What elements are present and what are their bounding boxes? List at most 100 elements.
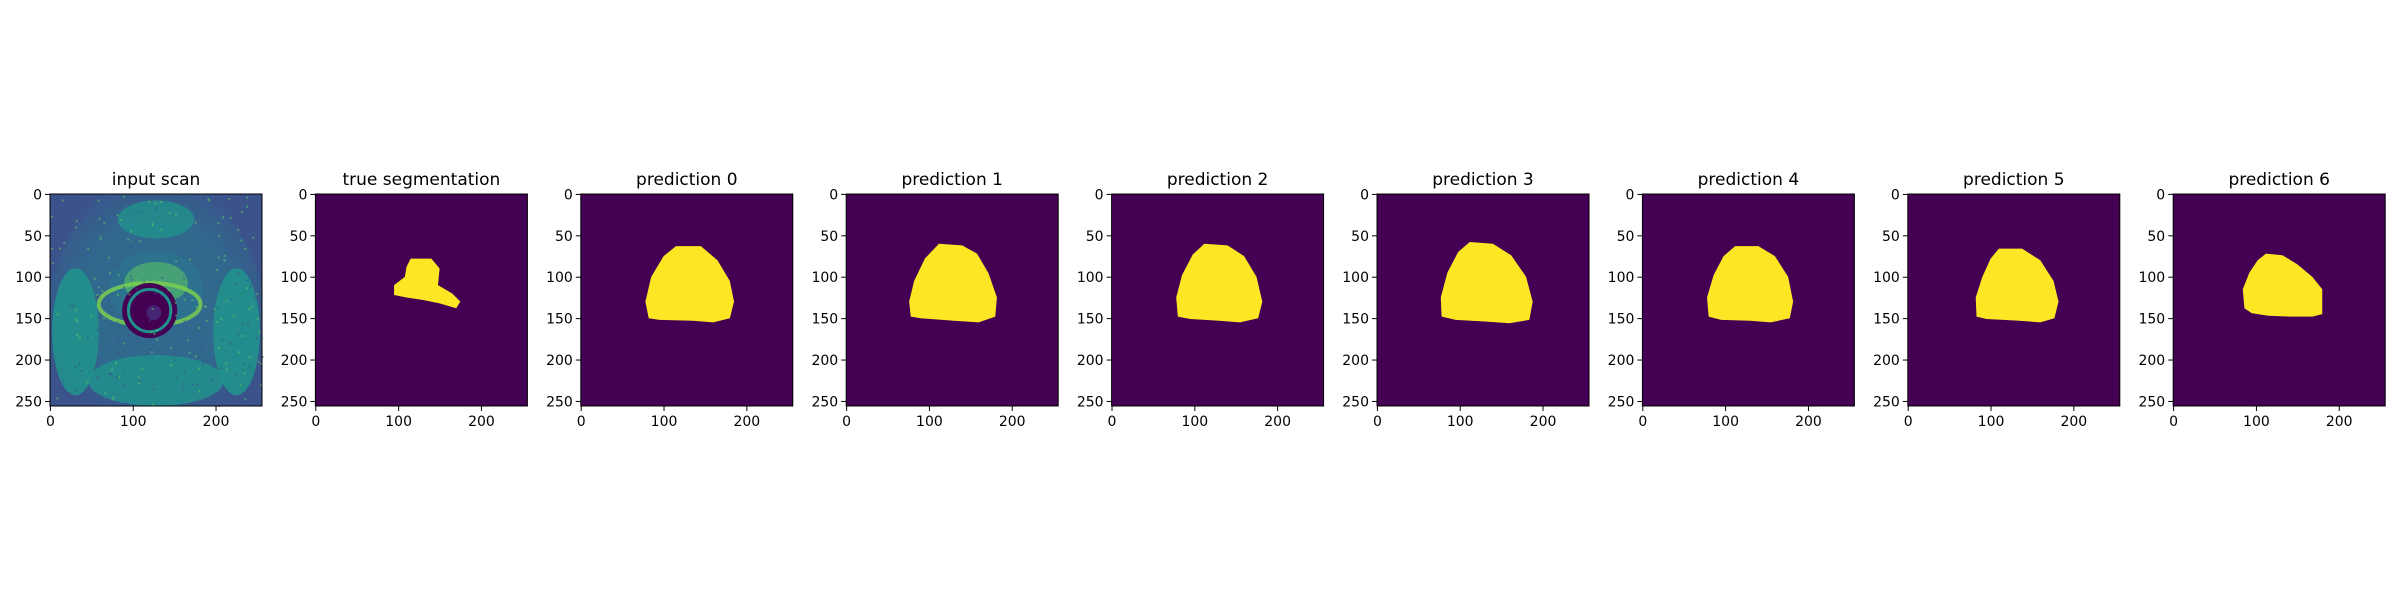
y-tick-label: 0: [829, 187, 838, 203]
y-tick-label: 150: [1608, 312, 1635, 328]
y-tick-label: 100: [546, 270, 573, 286]
y-tick-label: 100: [281, 270, 308, 286]
x-tick-label: 100: [1447, 414, 1474, 430]
panel-title: true segmentation: [342, 170, 500, 190]
panel-image: [315, 194, 528, 406]
y-tick-label: 50: [1617, 229, 1635, 245]
panel-8: prediction 5 0 100 200 0 50 100 150 200 250: [1873, 170, 2121, 430]
axes-frame: [845, 193, 1059, 407]
y-tick-label: 250: [546, 394, 573, 410]
x-tick-label: 100: [916, 414, 943, 430]
x-tick-label: 200: [468, 414, 495, 430]
panel-title: prediction 4: [1698, 170, 1800, 190]
predicted-mask: [1706, 246, 1794, 323]
panel-9: prediction 6 0 100 200 0 50 100 150 200 250: [2138, 170, 2386, 430]
y-tick-label: 250: [1608, 394, 1635, 410]
x-tick-label: 200: [2060, 414, 2087, 430]
y-tick-label: 50: [1882, 229, 1900, 245]
predicted-mask: [2242, 253, 2323, 317]
axes-frame: [2172, 193, 2386, 407]
y-tick-label: 0: [298, 187, 307, 203]
predicted-mask: [1440, 242, 1533, 324]
panel-title: prediction 6: [2228, 170, 2330, 190]
x-tick-label: 0: [842, 414, 851, 430]
x-tick-label: 100: [651, 414, 678, 430]
y-tick-label: 150: [1342, 312, 1369, 328]
x-tick-label: 0: [1904, 414, 1913, 430]
panel-title: prediction 5: [1963, 170, 2065, 190]
panel-image: [2173, 194, 2386, 406]
panel-title: prediction 0: [636, 170, 738, 190]
predicted-mask: [1975, 248, 2059, 323]
panel-5: prediction 2 0 100 200 0 50 100 150 200 250: [1077, 170, 1325, 430]
y-tick-label: 50: [1086, 229, 1104, 245]
axes-frame: [314, 193, 528, 407]
x-tick-label: 100: [385, 414, 412, 430]
x-tick-label: 200: [1264, 414, 1291, 430]
y-tick-label: 0: [1095, 187, 1104, 203]
y-tick-label: 200: [1342, 353, 1369, 369]
x-tick-label: 200: [2326, 414, 2353, 430]
y-tick-label: 200: [15, 353, 42, 369]
y-tick-label: 0: [1360, 187, 1369, 203]
y-tick-label: 250: [1077, 394, 1104, 410]
y-tick-label: 250: [281, 394, 308, 410]
axes-frame: [49, 193, 263, 407]
y-tick-label: 200: [2138, 353, 2165, 369]
predicted-mask: [1176, 243, 1263, 323]
axes-frame: [1641, 193, 1855, 407]
x-tick-label: 0: [2169, 414, 2178, 430]
y-tick-label: 150: [1077, 312, 1104, 328]
panel-3: prediction 0 0 100 200 0 50 100 150 200 250: [546, 170, 794, 430]
y-tick-label: 50: [2147, 229, 2165, 245]
y-tick-label: 150: [546, 312, 573, 328]
y-tick-label: 50: [1351, 229, 1369, 245]
x-tick-label: 100: [1181, 414, 1208, 430]
x-tick-label: 0: [46, 414, 55, 430]
predicted-mask: [645, 246, 735, 323]
ground-truth-mask: [394, 258, 461, 309]
y-tick-label: 100: [1077, 270, 1104, 286]
y-tick-label: 150: [281, 312, 308, 328]
x-tick-label: 0: [311, 414, 320, 430]
axes-frame: [1907, 193, 2121, 407]
y-tick-label: 250: [1873, 394, 1900, 410]
panel-title: input scan: [112, 170, 201, 190]
y-tick-label: 100: [2138, 270, 2165, 286]
panel-2: true segmentation 0 100 200 0 50 100 150 200 250: [281, 170, 528, 430]
y-tick-label: 0: [1625, 187, 1634, 203]
x-tick-label: 0: [577, 414, 586, 430]
x-tick-label: 200: [999, 414, 1026, 430]
y-tick-label: 200: [1608, 353, 1635, 369]
axes-frame: [1376, 193, 1590, 407]
panel-7: prediction 4 0 100 200 0 50 100 150 200 250: [1608, 170, 1855, 430]
y-tick-label: 50: [820, 229, 838, 245]
y-tick-label: 250: [2138, 394, 2165, 410]
y-tick-label: 200: [281, 353, 308, 369]
panel-4: prediction 1 0 100 200 0 50 100 150 200 250: [811, 170, 1059, 430]
panel-6: prediction 3 0 100 200 0 50 100 150 200 250: [1342, 170, 1590, 430]
x-tick-label: 100: [1712, 414, 1739, 430]
x-tick-label: 100: [120, 414, 147, 430]
panel-title: prediction 3: [1432, 170, 1534, 190]
y-tick-label: 100: [811, 270, 838, 286]
axes-frame: [580, 193, 794, 407]
mask-background: [315, 194, 528, 406]
x-tick-label: 200: [203, 414, 230, 430]
y-tick-label: 150: [2138, 312, 2165, 328]
y-tick-label: 50: [24, 229, 42, 245]
y-tick-label: 200: [1077, 353, 1104, 369]
y-tick-label: 200: [811, 353, 838, 369]
panel-image: [1907, 194, 2120, 406]
panel-image: [1377, 194, 1589, 406]
y-tick-label: 0: [33, 187, 42, 203]
predicted-mask: [909, 243, 997, 323]
axes-frame: [1111, 193, 1325, 407]
y-tick-label: 100: [15, 270, 42, 286]
x-tick-label: 100: [2243, 414, 2270, 430]
panel-image: [50, 194, 264, 407]
y-tick-label: 100: [1873, 270, 1900, 286]
scan-anatomy: [50, 194, 264, 407]
y-tick-label: 200: [1873, 353, 1900, 369]
